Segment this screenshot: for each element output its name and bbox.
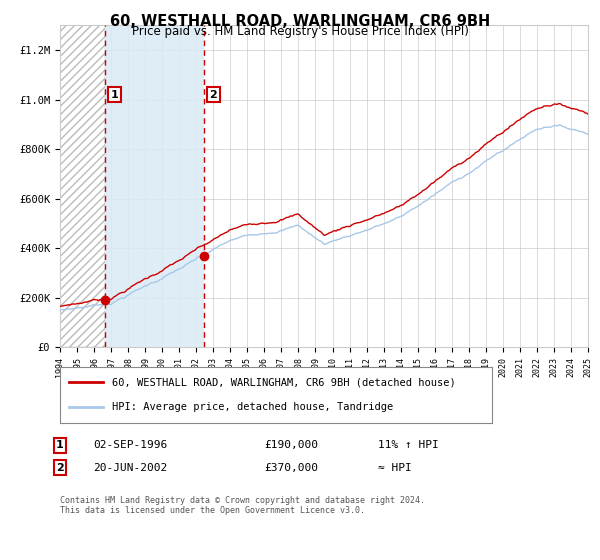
- Text: HPI: Average price, detached house, Tandridge: HPI: Average price, detached house, Tand…: [112, 402, 393, 412]
- Text: 1: 1: [56, 440, 64, 450]
- Text: 60, WESTHALL ROAD, WARLINGHAM, CR6 9BH (detached house): 60, WESTHALL ROAD, WARLINGHAM, CR6 9BH (…: [112, 377, 455, 388]
- Text: 02-SEP-1996: 02-SEP-1996: [93, 440, 167, 450]
- Text: 60, WESTHALL ROAD, WARLINGHAM, CR6 9BH: 60, WESTHALL ROAD, WARLINGHAM, CR6 9BH: [110, 14, 490, 29]
- Text: Price paid vs. HM Land Registry's House Price Index (HPI): Price paid vs. HM Land Registry's House …: [131, 25, 469, 38]
- Text: ≈ HPI: ≈ HPI: [378, 463, 412, 473]
- Text: 2: 2: [209, 90, 217, 100]
- Text: Contains HM Land Registry data © Crown copyright and database right 2024.
This d: Contains HM Land Registry data © Crown c…: [60, 496, 425, 515]
- Text: 20-JUN-2002: 20-JUN-2002: [93, 463, 167, 473]
- Bar: [60, 25, 106, 347]
- Text: £370,000: £370,000: [264, 463, 318, 473]
- Bar: [106, 25, 204, 347]
- Text: 2: 2: [56, 463, 64, 473]
- Text: £190,000: £190,000: [264, 440, 318, 450]
- Text: 1: 1: [110, 90, 118, 100]
- Text: 11% ↑ HPI: 11% ↑ HPI: [378, 440, 439, 450]
